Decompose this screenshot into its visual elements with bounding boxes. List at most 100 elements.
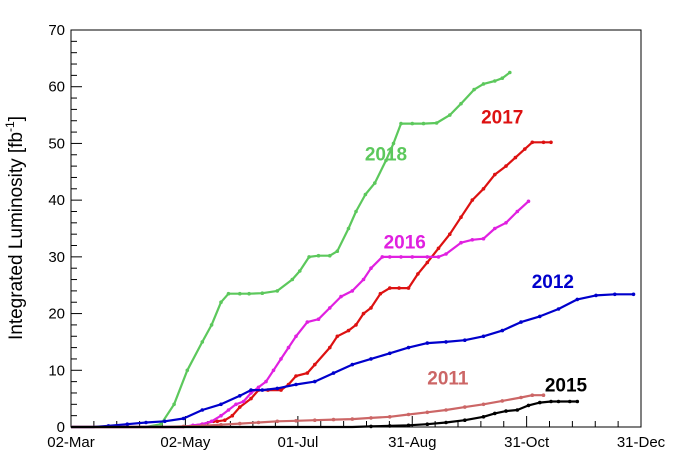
- data-point-2018: [363, 192, 368, 197]
- y-axis: 0 10 20 30 40 50 60 70: [48, 22, 82, 436]
- y-tick-label: 30: [48, 249, 65, 266]
- data-point-2015: [444, 420, 448, 425]
- data-point-2016: [305, 320, 310, 324]
- data-point-2016: [316, 317, 321, 322]
- data-point-2011: [541, 393, 546, 398]
- data-point-2016: [350, 289, 355, 293]
- data-point-2012: [369, 357, 373, 361]
- data-point-2017: [294, 374, 298, 378]
- data-point-2015: [504, 409, 508, 413]
- series-label-2011: 2011: [427, 368, 469, 389]
- data-point-2017: [313, 362, 317, 367]
- data-point-2012: [163, 419, 167, 424]
- data-point-2018: [219, 300, 223, 305]
- data-point-2016: [209, 419, 214, 424]
- data-point-2017: [416, 272, 420, 276]
- data-point-2011: [463, 405, 467, 409]
- series-line-2017: [71, 141, 551, 429]
- data-point-2018: [238, 291, 242, 296]
- y-tick-label: 70: [48, 22, 65, 39]
- data-point-2016: [294, 334, 298, 339]
- plot-frame: [70, 29, 642, 428]
- x-tick-label: 31-Aug: [388, 434, 436, 451]
- data-point-2017: [541, 140, 546, 145]
- data-point-2016: [286, 345, 291, 350]
- x-axis: 02-Mar 02-May 01-Jul 31-Aug 31-Oct 31-Dec: [47, 416, 666, 451]
- x-tick-label: 02-Mar: [47, 434, 95, 451]
- x-tick-label: 02-May: [160, 434, 211, 451]
- data-point-2016: [504, 221, 508, 225]
- data-point-2018: [434, 121, 439, 125]
- data-point-2018: [290, 277, 295, 282]
- data-point-2017: [223, 418, 227, 423]
- y-axis-title: Integrated Luminosity [fb-1]: [3, 116, 27, 340]
- data-point-2015: [549, 399, 553, 404]
- data-point-2012: [519, 320, 523, 324]
- data-point-2018: [421, 121, 426, 126]
- y-tick-label: 40: [48, 192, 65, 209]
- series-line-2016: [71, 200, 530, 429]
- data-point-2012: [463, 338, 467, 343]
- data-point-2012: [219, 402, 223, 407]
- series-label-2015: 2015: [545, 375, 588, 396]
- data-point-2017: [215, 419, 220, 424]
- data-point-2011: [388, 415, 392, 419]
- data-point-2017: [354, 323, 358, 327]
- data-point-2015: [388, 424, 392, 428]
- data-point-2016: [219, 413, 223, 418]
- series-label-2018: 2018: [365, 144, 407, 165]
- data-point-2011: [331, 417, 336, 422]
- y-axis-title-suffix: ]: [6, 116, 27, 121]
- data-point-2016: [399, 255, 403, 259]
- data-point-2018: [298, 269, 302, 273]
- data-point-2018: [226, 291, 231, 296]
- data-point-2018: [481, 82, 486, 86]
- data-point-2018: [384, 158, 388, 163]
- data-point-2017: [279, 388, 283, 392]
- data-point-2012: [556, 307, 561, 311]
- data-point-2017: [504, 164, 508, 168]
- series-line-2012: [71, 293, 634, 429]
- data-point-2011: [406, 412, 411, 417]
- data-point-2012: [249, 388, 253, 392]
- data-point-2011: [519, 395, 523, 400]
- data-point-2012: [538, 314, 542, 319]
- data-point-2017: [448, 232, 452, 236]
- data-point-2012: [331, 371, 336, 375]
- data-point-2017: [335, 334, 340, 339]
- data-point-2012: [144, 420, 148, 425]
- data-point-2012: [125, 422, 130, 427]
- data-point-2012: [181, 416, 186, 421]
- y-tick-label: 20: [48, 306, 65, 323]
- data-point-2016: [470, 238, 475, 242]
- data-point-2015: [481, 415, 486, 419]
- data-point-2012: [444, 340, 448, 344]
- data-point-2016: [436, 255, 441, 259]
- data-point-2015: [493, 411, 497, 416]
- data-point-2011: [481, 402, 486, 407]
- series-label-2012: 2012: [532, 272, 574, 293]
- data-point-2017: [513, 155, 518, 160]
- data-point-2017: [378, 291, 383, 296]
- data-point-2016: [493, 226, 497, 231]
- data-point-2011: [275, 419, 280, 424]
- data-point-2016: [410, 255, 415, 259]
- data-point-2017: [305, 371, 310, 375]
- data-point-2015: [568, 399, 572, 404]
- data-point-2018: [200, 340, 205, 344]
- y-axis-title-text: Integrated Luminosity [fb: [6, 132, 27, 340]
- series-label-2017: 2017: [481, 108, 523, 129]
- data-point-2012: [238, 394, 242, 398]
- data-point-2018: [493, 79, 497, 83]
- data-point-2017: [436, 246, 441, 251]
- data-point-2011: [313, 418, 317, 423]
- data-point-2017: [406, 286, 411, 290]
- data-point-2012: [275, 386, 280, 391]
- data-point-2017: [481, 187, 486, 191]
- data-point-2015: [526, 403, 531, 408]
- data-point-2018: [472, 87, 476, 92]
- data-point-2015: [556, 399, 561, 404]
- data-point-2018: [209, 323, 214, 327]
- data-point-2016: [279, 357, 283, 361]
